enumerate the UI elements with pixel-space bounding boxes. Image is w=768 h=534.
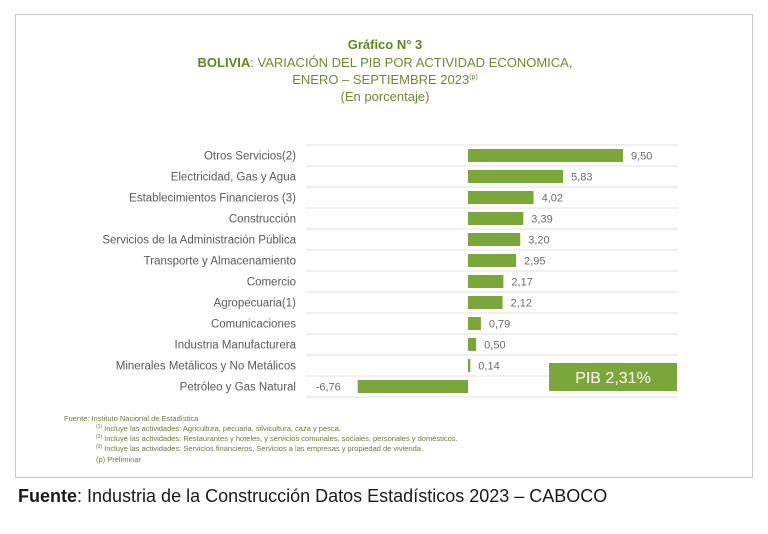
pib-box-background [549, 363, 677, 391]
category-label: Industria Manufacturera [175, 340, 297, 352]
value-labels: 9,50 5,83 4,02 3,39 3,20 2,95 2,17 2,120,79 0,50… [316, 151, 653, 394]
category-label: Electricidad, Gas y Agua [171, 172, 297, 184]
chart-title-line2: BOLIVIA: VARIACIÓN DEL PIB POR ACTIVIDAD… [198, 55, 573, 70]
chart-title-period: ENERO – SEPTIEMBRE 2023 [292, 72, 469, 87]
value-label: 0,50 [484, 340, 505, 352]
footnote-2: (2) Incluye las actividades: Restaurantes… [96, 434, 458, 443]
chart-title-country: BOLIVIA [198, 55, 251, 70]
footnotes: Fuente: Instituto Nacional de Estadístic… [64, 414, 458, 464]
value-label: 9,50 [631, 151, 652, 163]
pib-box-label: PIB 2,31% [575, 370, 651, 387]
footnote-1: (1) Incluye las actividades: Agricultura,… [96, 424, 341, 433]
caption: Fuente: Industria de la Construcción Dat… [18, 486, 607, 507]
footnote-source: Fuente: Instituto Nacional de Estadístic… [64, 414, 199, 423]
footnote-3: (3) Incluye las actividades: Servicios fi… [96, 444, 423, 453]
footnote-3-mark: (3) [96, 444, 102, 450]
category-label: Servicios de la Administración Pública [102, 235, 296, 247]
bar [468, 275, 504, 288]
category-label: Petróleo y Gas Natural [180, 382, 296, 394]
chart-title-line2-rest: : VARIACIÓN DEL PIB POR ACTIVIDAD ECONOM… [250, 55, 572, 70]
footnote-preliminary: (p) Preliminar [96, 455, 142, 464]
value-label: 2,95 [524, 256, 545, 268]
bar [468, 317, 481, 330]
bar [468, 191, 534, 204]
grid [306, 144, 678, 398]
bar [468, 212, 524, 225]
bar [468, 149, 623, 162]
chart-title-line1: Gráfico N° 3 [348, 37, 423, 52]
value-label: 2,12 [511, 298, 532, 310]
category-label: Agropecuaria(1) [214, 298, 297, 310]
category-label: Comunicaciones [211, 319, 296, 331]
category-label: Minerales Metálicos y No Metálicos [116, 361, 296, 373]
value-label: 3,39 [531, 214, 552, 226]
value-label: 0,14 [478, 361, 499, 373]
footnote-3-text: Incluye las actividades: Servicios finan… [104, 444, 423, 453]
footnote-2-text: Incluye las actividades: Restaurantes y … [104, 434, 458, 443]
category-labels: Otros Servicios(2) Electricidad, Gas y Ag… [102, 151, 296, 394]
footnote-2-mark: (2) [96, 434, 102, 440]
chart-title-line3: ENERO – SEPTIEMBRE 2023(p) [292, 72, 478, 87]
category-label: Comercio [247, 277, 296, 289]
bar [468, 338, 477, 351]
bar [468, 296, 503, 309]
footnote-1-text: Incluye las actividades: Agricultura, pe… [104, 424, 341, 433]
caption-bold: Fuente [18, 486, 78, 506]
bar [357, 380, 468, 393]
value-label: -6,76 [316, 382, 341, 394]
bar [468, 359, 471, 372]
category-label: Otros Servicios(2) [204, 151, 296, 163]
chart-title-preliminary-mark: (p) [469, 74, 478, 81]
value-label: 5,83 [571, 172, 592, 184]
chart-title-units: (En porcentaje) [341, 89, 430, 104]
bar [468, 170, 564, 183]
chart-frame: Gráfico N° 3 BOLIVIA: VARIACIÓN DEL PIB … [15, 14, 753, 478]
chart: Gráfico N° 3 BOLIVIA: VARIACIÓN DEL PIB … [64, 37, 678, 464]
footnote-1-mark: (1) [96, 424, 102, 430]
value-label: 2,17 [511, 277, 532, 289]
bar [468, 233, 521, 246]
bar [468, 254, 517, 267]
category-label: Construcción [229, 214, 296, 226]
pib-box: PIB 2,31% [549, 363, 677, 391]
category-label: Transporte y Almacenamiento [144, 256, 296, 268]
caption-text: : Industria de la Construcción Datos Est… [77, 486, 608, 506]
value-label: 4,02 [542, 193, 563, 205]
value-label: 3,20 [528, 235, 549, 247]
category-label: Establecimientos Financieros (3) [129, 193, 296, 205]
value-label: 0,79 [489, 319, 510, 331]
bars [357, 149, 623, 393]
